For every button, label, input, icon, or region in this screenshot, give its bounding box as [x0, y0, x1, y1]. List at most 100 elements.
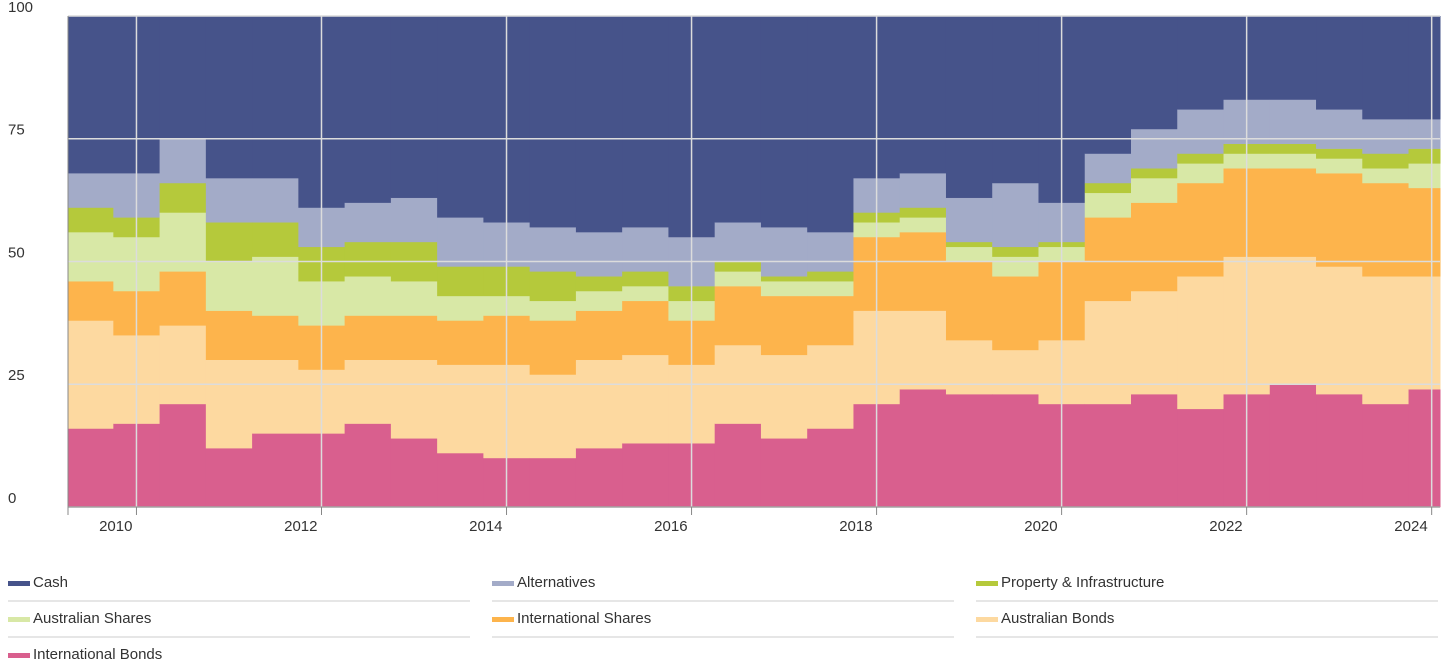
area-segment [899, 173, 947, 208]
area-segment [159, 325, 207, 405]
area-segment [344, 315, 392, 360]
y-tick-label: 25 [8, 367, 25, 384]
area-segment [760, 281, 808, 297]
x-tick-label: 2010 [99, 518, 132, 535]
area-segment [1362, 168, 1410, 184]
area-segment [159, 271, 207, 326]
area-segment [252, 16, 299, 179]
area-segment [992, 349, 1039, 395]
area-segment [575, 232, 623, 277]
legend-swatch [8, 617, 30, 622]
area-segment [529, 16, 577, 228]
area-segment [714, 222, 762, 262]
area-segment [344, 276, 392, 316]
area-segment [252, 433, 299, 508]
area-segment [1177, 153, 1225, 164]
area-segment [899, 310, 947, 390]
area-segment [68, 281, 114, 321]
area-segment [807, 16, 854, 233]
area-segment [807, 344, 854, 429]
area-segment [1408, 187, 1441, 277]
area-segment [1130, 168, 1178, 179]
area-segment [390, 315, 438, 360]
legend-label: International Shares [517, 610, 651, 627]
area-segment [390, 281, 438, 316]
area-segment [807, 232, 854, 272]
area-segment [992, 182, 1039, 248]
area-segment [992, 16, 1039, 184]
area-segment [992, 276, 1039, 351]
area-segment [1084, 16, 1132, 154]
x-tick-label: 2016 [654, 518, 687, 535]
area-segment [945, 241, 993, 248]
area-segment [1177, 182, 1225, 277]
area-segment [390, 197, 438, 243]
legend-label: Cash [33, 574, 68, 591]
area-segment [205, 261, 253, 311]
area-segment [575, 359, 623, 449]
area-segment [252, 178, 299, 223]
area-segment [1177, 276, 1225, 410]
area-segment [344, 202, 392, 243]
legend-swatch [8, 653, 30, 658]
area-segment [1316, 266, 1363, 395]
area-segment [714, 423, 762, 508]
area-segment [1316, 173, 1363, 267]
area-segment [344, 241, 392, 277]
y-tick-label: 0 [8, 490, 16, 507]
legend-swatch [8, 581, 30, 586]
area-segment [945, 340, 993, 395]
area-segment [622, 286, 669, 302]
area-segment [1269, 384, 1317, 508]
area-segment [205, 359, 253, 449]
area-segment [945, 246, 993, 262]
area-segment [205, 222, 253, 262]
area-segment [1316, 16, 1363, 110]
area-segment [1130, 178, 1178, 203]
area-segment [390, 359, 438, 439]
area-segment [1408, 119, 1441, 149]
area-segment [760, 276, 808, 282]
area-segment [1269, 143, 1317, 154]
area-segment [1269, 16, 1317, 100]
x-tick-label: 2020 [1024, 518, 1057, 535]
area-segment [714, 286, 762, 346]
area-segment [390, 438, 438, 508]
area-segment [622, 227, 669, 272]
x-tick-label: 2022 [1209, 518, 1242, 535]
area-segment [437, 320, 484, 365]
area-segment [760, 295, 808, 356]
area-segment [437, 452, 484, 508]
area-segment [1408, 148, 1441, 164]
area-segment [1177, 408, 1225, 508]
area-segment [1316, 394, 1363, 508]
area-segment [1316, 148, 1363, 159]
area-segment [1362, 276, 1410, 405]
area-segment [252, 222, 299, 257]
area-segment [714, 271, 762, 287]
y-tick-label: 75 [8, 122, 25, 139]
area-segment [622, 443, 669, 508]
area-segment [1316, 109, 1363, 149]
area-segment [1269, 153, 1317, 169]
area-segment [899, 389, 947, 508]
area-segment [437, 266, 484, 297]
legend-swatch [492, 581, 514, 586]
area-segment [1408, 16, 1441, 120]
area-segment [344, 359, 392, 424]
area-segment [1362, 182, 1410, 277]
area-segment [622, 300, 669, 356]
area-segment [159, 403, 207, 508]
area-segment [1084, 217, 1132, 302]
area-segment [899, 217, 947, 233]
area-segment [1269, 99, 1317, 144]
area-segment [437, 295, 484, 321]
area-segment [205, 178, 253, 223]
area-segment [1084, 192, 1132, 218]
area-segment [1362, 119, 1410, 154]
area-segment [1130, 202, 1178, 292]
legend-label: Property & Infrastructure [1001, 574, 1164, 591]
area-segment [622, 271, 669, 287]
area-segment [760, 227, 808, 277]
